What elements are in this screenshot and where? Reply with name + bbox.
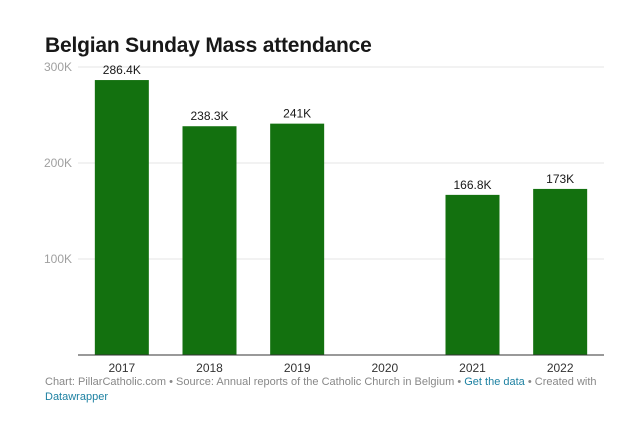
separator: •: [527, 376, 532, 388]
datawrapper-link[interactable]: Datawrapper: [45, 391, 108, 403]
x-tick-label-2021: 2021: [459, 361, 486, 372]
get-the-data-link[interactable]: Get the data: [464, 376, 525, 388]
bar-2018: [182, 126, 237, 356]
chart-credit: Chart: PillarCatholic.com: [45, 376, 167, 388]
data-label-2018: 238.3K: [190, 109, 228, 123]
x-tick-label-2022: 2022: [547, 361, 574, 372]
source-note: Source: Annual reports of the Catholic C…: [176, 376, 455, 388]
data-label-2022: 173K: [546, 172, 574, 186]
x-tick-label-2020: 2020: [371, 361, 398, 372]
x-tick-label-2017: 2017: [108, 361, 135, 372]
gridlines: [78, 66, 604, 260]
data-label-2017: 286.4K: [103, 63, 141, 77]
x-tick-label-2019: 2019: [284, 361, 311, 372]
y-tick-label: 200K: [44, 156, 72, 170]
x-axis-tick-labels: 2017 2018 2019 2020 2021 2022: [108, 361, 573, 372]
x-tick-label-2018: 2018: [196, 361, 223, 372]
bar-2017: [94, 80, 149, 355]
chart-footer: Chart: PillarCatholic.com • Source: Annu…: [45, 375, 605, 405]
data-label-2019: 241K: [283, 107, 311, 121]
y-tick-label: 100K: [44, 252, 72, 266]
separator: •: [457, 376, 462, 388]
bars: [94, 80, 588, 356]
bar-2019: [270, 123, 325, 355]
y-tick-label: 300K: [44, 60, 72, 74]
created-with-text: Created with: [534, 376, 597, 388]
chart-title: Belgian Sunday Mass attendance: [45, 34, 372, 57]
bar-2022: [533, 188, 588, 355]
bar-2021: [445, 194, 500, 355]
data-label-2021: 166.8K: [453, 178, 491, 192]
separator: •: [169, 376, 173, 388]
y-axis-tick-labels: 100K 200K 300K: [44, 60, 72, 266]
data-labels: 286.4K 238.3K 241K 166.8K 173K: [103, 63, 574, 192]
